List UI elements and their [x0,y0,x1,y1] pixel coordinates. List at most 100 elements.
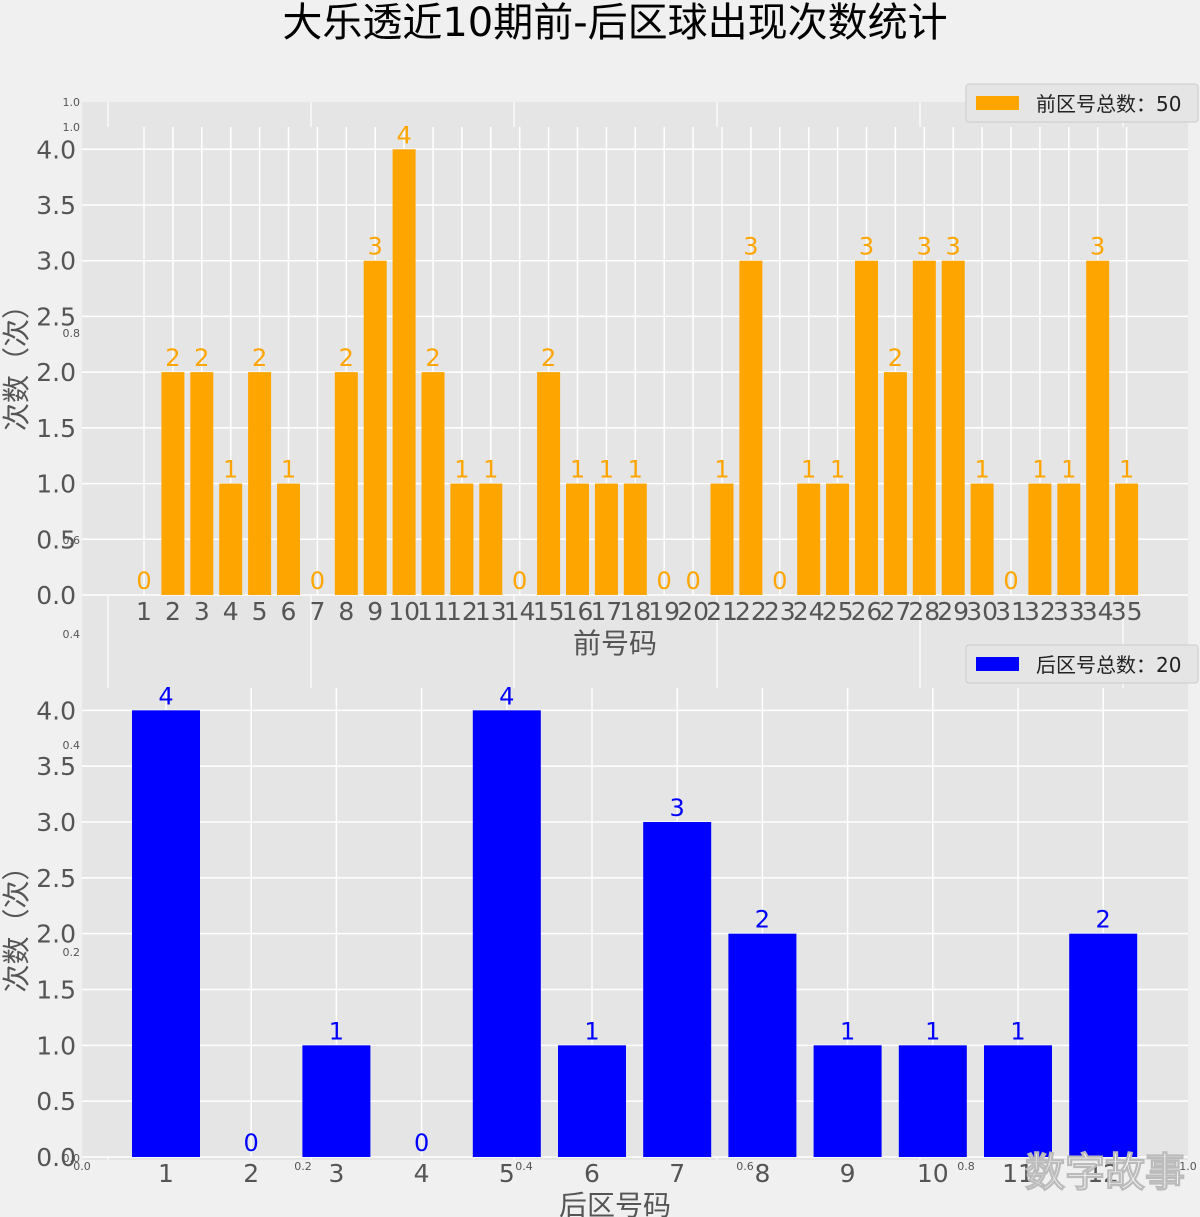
x-tick-label: 7 [669,1159,685,1188]
bar [334,372,358,595]
data-label: 0 [244,1129,259,1157]
background-y-tick-label: 0.8 [63,327,81,340]
legend-swatch [976,96,1019,110]
data-label: 1 [830,456,845,484]
data-label: 2 [1096,906,1111,934]
x-tick-label: 10 [388,597,420,626]
x-tick-label: 14 [504,597,536,626]
y-tick-label: 3.5 [36,191,76,220]
background-x-tick-label: 0.6 [736,1160,754,1173]
bar [1069,933,1138,1157]
x-tick-label: 26 [851,597,883,626]
x-tick-label: 31 [995,597,1027,626]
data-label: 3 [946,233,961,261]
data-label: 1 [570,456,585,484]
bar [132,710,200,1157]
bar [392,149,416,596]
bar [813,1045,882,1157]
data-label: 4 [158,682,173,710]
bar [941,260,965,595]
data-label: 0 [414,1129,429,1157]
x-tick-label: 23 [764,597,796,626]
bar [302,1045,371,1157]
y-tick-label: 1.5 [36,976,76,1005]
x-tick-label: 2 [165,597,181,626]
x-tick-label: 35 [1111,597,1143,626]
data-label: 1 [840,1017,855,1045]
data-label: 0 [310,567,325,595]
y-tick-label: 2.5 [36,302,76,331]
background-y-tick-label: 1.0 [63,96,81,109]
chart-title: 大乐透近10期前-后区球出现次数统计 [282,0,947,46]
bar [1028,483,1052,595]
background-x-tick-label: 0.0 [73,1160,91,1173]
y-tick-label: 1.0 [36,470,76,499]
bar [248,372,272,595]
data-label: 4 [396,121,411,149]
data-label: 2 [888,344,903,372]
bar [277,483,300,595]
data-label: 1 [329,1017,344,1045]
x-tick-label: 6 [281,597,297,626]
data-label: 1 [1032,456,1047,484]
x-tick-label: 27 [879,597,911,626]
x-tick-label: 11 [417,597,449,626]
data-label: 1 [454,456,469,484]
x-tick-label: 22 [735,597,767,626]
x-tick-label: 13 [475,597,507,626]
x-tick-label: 2 [243,1159,259,1188]
bar [739,260,763,595]
data-label: 3 [670,794,685,822]
x-tick-label: 5 [252,597,268,626]
x-tick-label: 8 [338,597,354,626]
data-label: 1 [599,456,614,484]
x-tick-label: 11 [1002,1159,1034,1188]
data-label: 3 [1090,233,1105,261]
background-x-tick-label: 1.0 [1179,1160,1197,1173]
background-x-tick-label: 0.8 [957,1160,975,1173]
x-tick-label: 12 [1087,1159,1119,1188]
bar [421,372,445,595]
x-tick-label: 12 [446,597,478,626]
x-tick-label: 28 [908,597,940,626]
background-y-tick-label: 0.0 [63,1152,81,1165]
x-tick-label: 21 [706,597,738,626]
y-tick-label: 0.5 [36,525,76,554]
data-label: 2 [541,344,556,372]
y-tick-label: 4.0 [36,135,76,164]
x-tick-label: 19 [648,597,680,626]
data-label: 0 [685,567,700,595]
y-tick-label: 4.0 [36,696,76,725]
bar [623,483,647,595]
data-label: 1 [281,456,296,484]
data-label: 1 [223,456,238,484]
y-tick-label: 2.0 [36,920,76,949]
data-label: 0 [1003,567,1018,595]
bar [984,1045,1052,1157]
watermark-text: 数字故事 [1025,1150,1185,1196]
x-tick-label: 24 [793,597,825,626]
bar [1057,483,1081,595]
background-x-tick-label: 0.2 [294,1160,312,1173]
data-label: 3 [743,233,758,261]
data-label: 0 [512,567,527,595]
bar [450,483,474,595]
x-tick-label: 25 [822,597,854,626]
bar [710,483,734,595]
y-tick-label: 0.5 [36,1087,76,1116]
x-tick-label: 5 [499,1159,515,1188]
data-label: 2 [194,344,209,372]
data-label: 1 [801,456,816,484]
bar [479,483,503,595]
y-axis-label: 次数（次） [0,291,33,431]
legend: 后区号总数：20 [965,644,1199,684]
y-tick-label: 3.0 [36,808,76,837]
data-label: 1 [1010,1017,1025,1045]
y-tick-label: 0.0 [36,1143,76,1172]
background-x-tick-label: 0.4 [515,1160,533,1173]
background-y-tick-label: 0.4 [63,628,81,641]
legend-swatch [976,657,1019,671]
bar [190,372,214,595]
